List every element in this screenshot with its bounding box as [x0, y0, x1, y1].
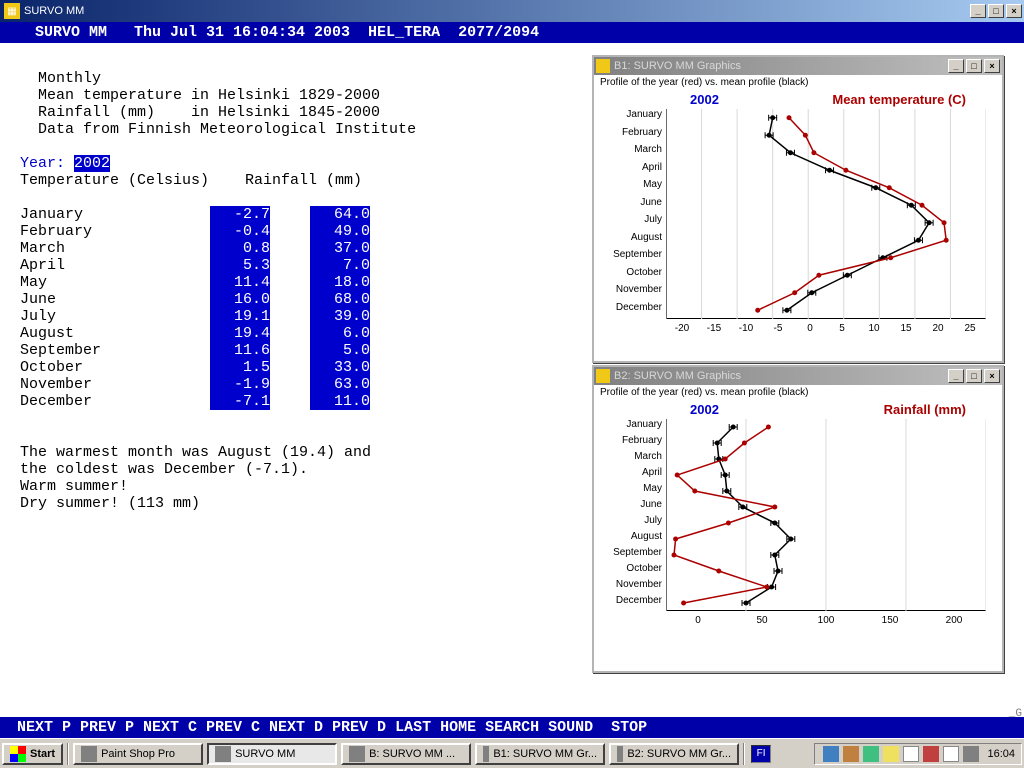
- gfx-icon: [596, 369, 610, 383]
- main-window-titlebar: ▦ SURVO MM _ □ ×: [0, 0, 1024, 22]
- gfx2-title: B2: SURVO MM Graphics: [614, 370, 741, 382]
- gfx1-title: B1: SURVO MM Graphics: [614, 60, 741, 72]
- system-tray: 16:04: [814, 743, 1022, 765]
- minimize-button[interactable]: _: [948, 369, 964, 383]
- year-value: 2002: [74, 155, 110, 172]
- gfx2-subtitle: Profile of the year (red) vs. mean profi…: [594, 385, 1002, 400]
- taskbar-button[interactable]: B: SURVO MM ...: [341, 743, 471, 765]
- gfx1-year: 2002: [690, 92, 719, 107]
- minimize-button[interactable]: _: [970, 4, 986, 18]
- header-bar: SURVO MM Thu Jul 31 16:04:34 2003 HEL_TE…: [0, 22, 1024, 43]
- summary-line: The warmest month was August (19.4) and: [20, 444, 371, 461]
- maximize-button[interactable]: □: [966, 59, 982, 73]
- tray-icon[interactable]: [863, 746, 879, 762]
- gfx2-year: 2002: [690, 402, 719, 417]
- summary-line: Warm summer!: [20, 478, 128, 495]
- graphics-window-b2: B2: SURVO MM Graphics _ □ × Profile of t…: [592, 365, 1004, 673]
- app-icon: ▦: [4, 3, 20, 19]
- taskbar-button[interactable]: Paint Shop Pro: [73, 743, 203, 765]
- summary-line: the coldest was December (-7.1).: [20, 461, 308, 478]
- column-headers: Temperature (Celsius) Rainfall (mm): [20, 172, 362, 189]
- tray-icon[interactable]: [883, 746, 899, 762]
- close-button[interactable]: ×: [984, 369, 1000, 383]
- gfx1-chart-title: Mean temperature (C): [832, 92, 966, 107]
- summary-line: Dry summer! (113 mm): [20, 495, 200, 512]
- gfx1-subtitle: Profile of the year (red) vs. mean profi…: [594, 75, 1002, 90]
- maximize-button[interactable]: □: [966, 369, 982, 383]
- taskbar-button[interactable]: B1: SURVO MM Gr...: [475, 743, 605, 765]
- graphics-window-b1: B1: SURVO MM Graphics _ □ × Profile of t…: [592, 55, 1004, 363]
- start-label: Start: [30, 748, 55, 760]
- tray-icon[interactable]: [903, 746, 919, 762]
- gfx-icon: [596, 59, 610, 73]
- tray-icon[interactable]: [963, 746, 979, 762]
- rainfall-chart: JanuaryFebruaryMarchAprilMayJuneJulyAugu…: [594, 419, 994, 664]
- minimize-button[interactable]: _: [948, 59, 964, 73]
- start-button[interactable]: Start: [2, 743, 63, 765]
- tray-icon[interactable]: [823, 746, 839, 762]
- gfx1-titlebar[interactable]: B1: SURVO MM Graphics _ □ ×: [594, 57, 1002, 75]
- close-button[interactable]: ×: [1006, 4, 1022, 18]
- clock: 16:04: [987, 748, 1015, 760]
- main-window-title: SURVO MM: [24, 5, 84, 17]
- temperature-chart: JanuaryFebruaryMarchAprilMayJuneJulyAugu…: [594, 109, 994, 354]
- tray-icon[interactable]: [843, 746, 859, 762]
- windows-logo-icon: [10, 746, 26, 762]
- year-label: Year:: [20, 155, 74, 172]
- language-indicator[interactable]: FI: [751, 745, 771, 763]
- taskbar-button[interactable]: SURVO MM: [207, 743, 337, 765]
- tray-icon[interactable]: [923, 746, 939, 762]
- taskbar: Start Paint Shop ProSURVO MMB: SURVO MM …: [0, 738, 1024, 768]
- tray-icon[interactable]: [943, 746, 959, 762]
- gfx2-titlebar[interactable]: B2: SURVO MM Graphics _ □ ×: [594, 367, 1002, 385]
- close-button[interactable]: ×: [984, 59, 1000, 73]
- maximize-button[interactable]: □: [988, 4, 1004, 18]
- footer-bar: NEXT P PREV P NEXT C PREV C NEXT D PREV …: [0, 717, 1024, 738]
- gfx2-chart-title: Rainfall (mm): [884, 402, 966, 417]
- taskbar-button[interactable]: B2: SURVO MM Gr...: [609, 743, 739, 765]
